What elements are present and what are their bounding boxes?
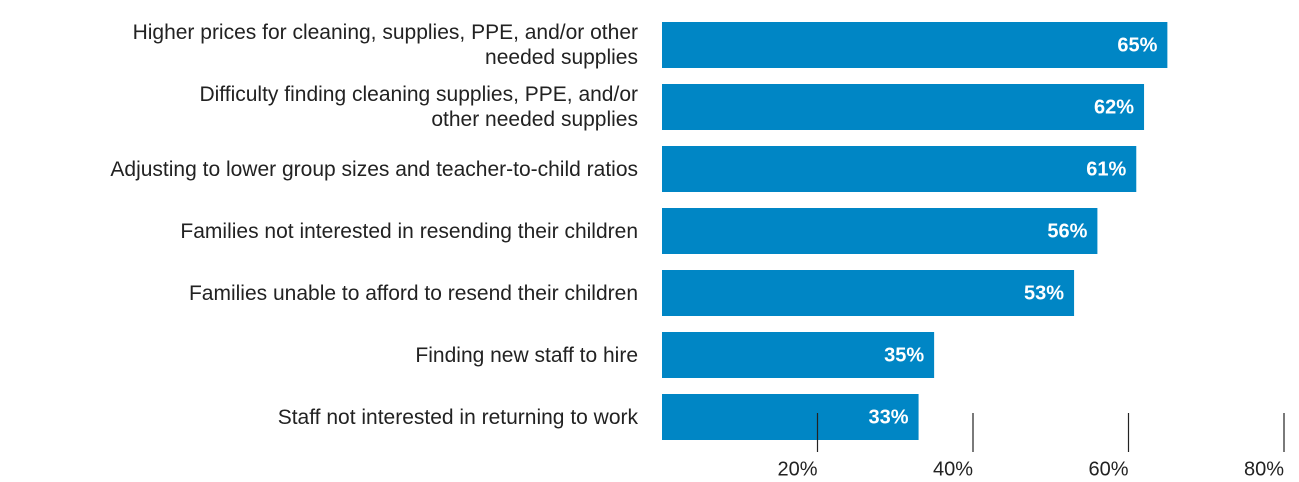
bar: [662, 84, 1145, 130]
bar: [662, 394, 919, 440]
x-tick-label: 40%: [933, 458, 973, 480]
category-label: Finding new staff to hire: [415, 343, 638, 367]
x-tick-label: 80%: [1244, 458, 1284, 480]
x-tick-label: 20%: [777, 458, 817, 480]
category-label: Difficulty finding cleaning supplies, PP…: [199, 83, 638, 131]
value-label: 61%: [1086, 158, 1126, 180]
category-label: Staff not interested in returning to wor…: [277, 405, 638, 429]
category-label: Adjusting to lower group sizes and teach…: [110, 157, 638, 181]
value-label: 35%: [884, 344, 924, 366]
category-label: Higher prices for cleaning, supplies, PP…: [132, 21, 638, 69]
bar: [662, 270, 1075, 316]
bar: [662, 208, 1098, 254]
value-label: 53%: [1024, 282, 1064, 304]
value-label: 65%: [1117, 34, 1157, 56]
value-label: 56%: [1047, 220, 1087, 242]
bar: [662, 332, 935, 378]
bar: [662, 22, 1168, 68]
bar: [662, 146, 1137, 192]
value-label: 62%: [1094, 96, 1134, 118]
value-label: 33%: [869, 406, 909, 428]
category-label: Families not interested in resending the…: [180, 219, 638, 243]
x-tick-label: 60%: [1088, 458, 1128, 480]
category-label: Families unable to afford to resend thei…: [188, 281, 638, 305]
